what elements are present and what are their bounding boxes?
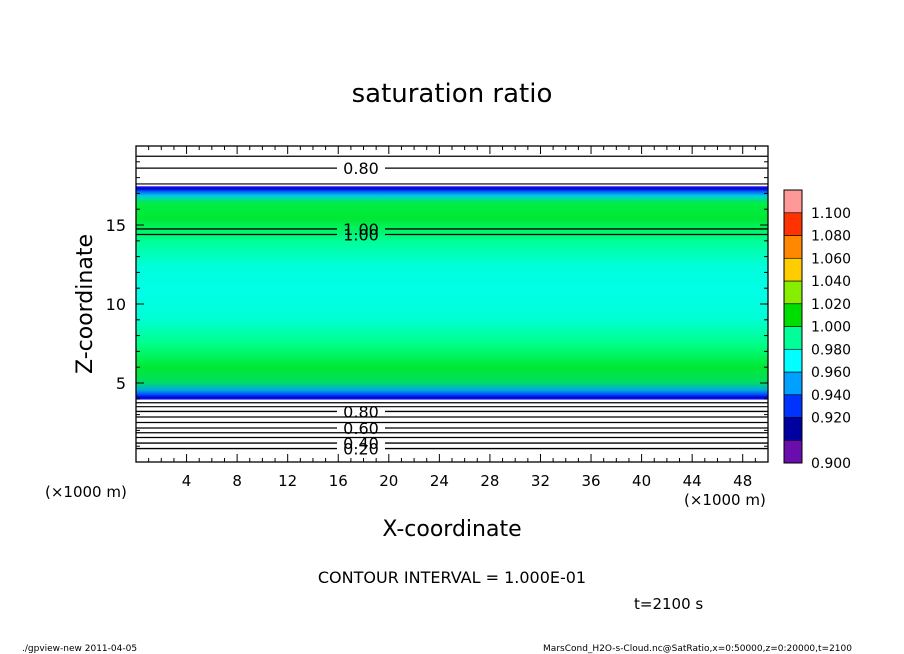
colorbar-cell bbox=[783, 257, 803, 282]
x-tick-label: 12 bbox=[278, 472, 297, 490]
colorbar-frame bbox=[783, 189, 803, 464]
contour-label: 0.60 bbox=[343, 419, 379, 438]
contour-label: 0.40 bbox=[343, 434, 379, 453]
colorbar-label: 0.960 bbox=[811, 365, 851, 381]
plot-area: 0.200.400.600.801.001.000.804 8 12 16 20 24 28… bbox=[106, 145, 769, 490]
colorbar-label: 0.900 bbox=[811, 456, 851, 472]
contour-label: 1.00 bbox=[343, 225, 379, 244]
colorbar-label: 1.100 bbox=[811, 206, 851, 222]
x-axis-label: X-coordinate bbox=[382, 517, 521, 542]
y-axis-label: Z-coordinate bbox=[73, 234, 98, 374]
x-unit-left: (×1000 m) bbox=[45, 483, 127, 501]
x-tick-label: 32 bbox=[531, 472, 550, 490]
chart-title: saturation ratio bbox=[352, 79, 553, 109]
colorbar-cell bbox=[783, 417, 803, 441]
x-tick-label: 16 bbox=[329, 472, 348, 490]
x-tick-label: 28 bbox=[480, 472, 499, 490]
contour-label: 0.80 bbox=[343, 159, 379, 178]
colorbar-label: 1.000 bbox=[811, 320, 851, 336]
x-unit-right: (×1000 m) bbox=[684, 491, 766, 509]
colorbar-label: 0.920 bbox=[811, 411, 851, 427]
x-tick-label: 48 bbox=[733, 472, 752, 490]
colorbar-label: 0.940 bbox=[811, 388, 851, 404]
x-tick-label: 44 bbox=[683, 472, 702, 490]
colorbar: 0.900 0.920 0.940 0.960 0.980 1.000 1.020 1.040… bbox=[783, 189, 851, 472]
colorbar-cell bbox=[783, 303, 803, 327]
x-tick-label: 4 bbox=[182, 472, 192, 490]
colorbar-cell bbox=[783, 235, 803, 259]
colorbar-label: 1.060 bbox=[811, 251, 851, 267]
colorbar-cell bbox=[783, 394, 803, 418]
contour-interval-text: CONTOUR INTERVAL = 1.000E-01 bbox=[318, 568, 586, 587]
contour-label: 0.80 bbox=[343, 402, 379, 421]
colorbar-cell bbox=[783, 439, 803, 464]
footer-left: ./gpview-new 2011-04-05 bbox=[22, 644, 137, 654]
colorbar-label: 1.080 bbox=[811, 229, 851, 245]
x-tick-label: 8 bbox=[232, 472, 242, 490]
shaded-field bbox=[136, 186, 768, 400]
colorbar-label: 1.040 bbox=[811, 274, 851, 290]
x-tick-label: 24 bbox=[430, 472, 449, 490]
y-tick-label: 10 bbox=[106, 295, 126, 314]
y-tick-label: 5 bbox=[116, 374, 126, 393]
colorbar-cell bbox=[783, 280, 803, 305]
x-tick-label: 20 bbox=[379, 472, 398, 490]
x-tick-label: 40 bbox=[632, 472, 651, 490]
colorbar-cell bbox=[783, 212, 803, 236]
colorbar-label: 0.980 bbox=[811, 342, 851, 358]
contour-label: 1.00 bbox=[343, 220, 379, 239]
time-text: t=2100 s bbox=[634, 595, 703, 613]
colorbar-cell bbox=[783, 326, 803, 350]
x-tick-label: 36 bbox=[581, 472, 600, 490]
footer-right: MarsCond_H2O-s-Cloud.nc@SatRatio,x=0:500… bbox=[543, 644, 852, 654]
colorbar-label: 1.020 bbox=[811, 297, 851, 313]
colorbar-cell bbox=[783, 348, 803, 373]
y-tick-label: 15 bbox=[106, 216, 126, 235]
contour-label: 0.20 bbox=[343, 440, 379, 459]
colorbar-cell bbox=[783, 371, 803, 396]
colorbar-cell bbox=[783, 189, 803, 214]
